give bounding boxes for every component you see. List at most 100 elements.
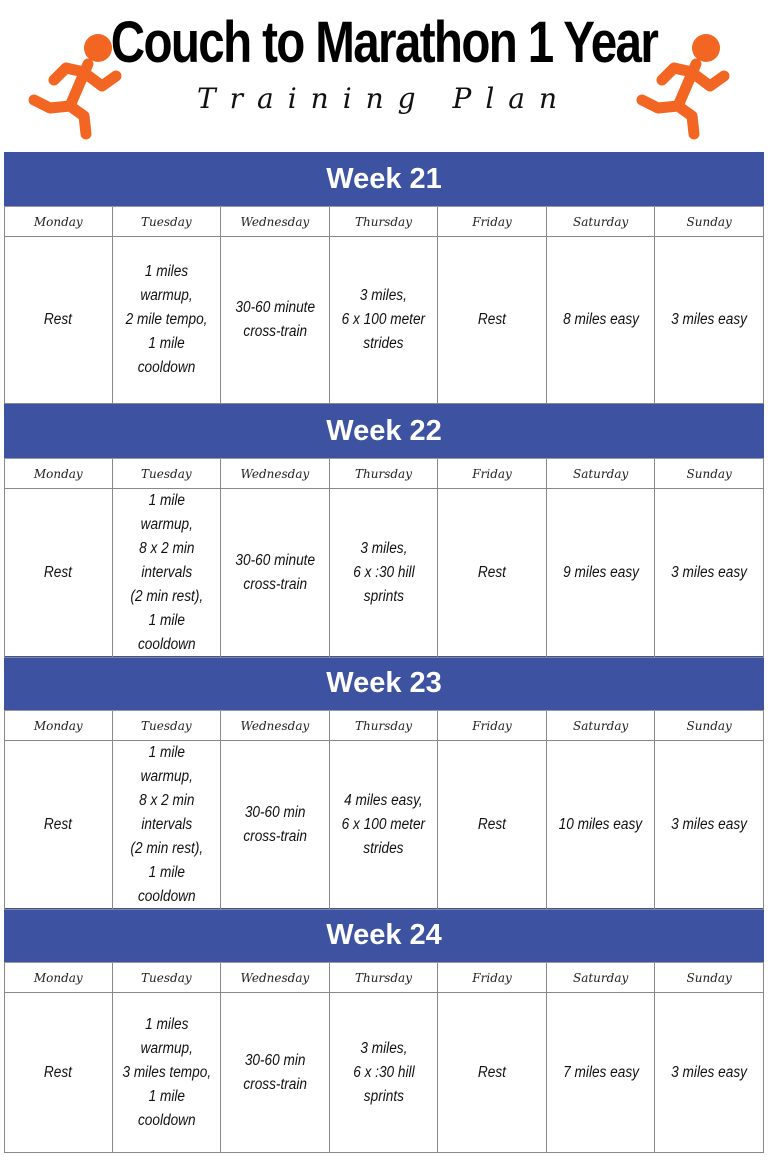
runner-icon bbox=[28, 34, 122, 140]
workout-text: Rest bbox=[478, 311, 507, 328]
workout-cell: Rest bbox=[438, 741, 547, 910]
workout-text: 3 miles, 6 x 100 meter strides bbox=[341, 287, 426, 352]
day-label: Friday bbox=[438, 963, 547, 993]
workout-text: Rest bbox=[44, 311, 73, 328]
day-label: Tuesday bbox=[112, 963, 222, 993]
day-label: Saturday bbox=[546, 963, 656, 993]
day-label: Wednesday bbox=[221, 459, 330, 489]
workout-cell: 1 mile warmup, 8 x 2 min intervals (2 mi… bbox=[112, 489, 222, 658]
day-label: Saturday bbox=[546, 711, 656, 741]
workout-cell: Rest bbox=[4, 741, 113, 910]
workout-cell: Rest bbox=[4, 993, 113, 1153]
week-block: Week 23 Monday Tuesday Wednesday Thursday Fri… bbox=[4, 656, 764, 910]
runner-icon bbox=[636, 34, 730, 140]
day-label: Wednesday bbox=[221, 207, 330, 237]
week-header: Week 23 bbox=[4, 656, 764, 711]
workout-cell: Rest bbox=[438, 993, 547, 1153]
workout-row: Rest 1 miles warmup, 3 miles tempo, 1 mil… bbox=[4, 993, 764, 1153]
workout-cell: Rest bbox=[4, 489, 113, 658]
day-label: Wednesday bbox=[221, 963, 330, 993]
day-label: Friday bbox=[438, 459, 547, 489]
week-header: Week 24 bbox=[4, 908, 764, 963]
day-label: Monday bbox=[4, 711, 113, 741]
workout-cell: 30-60 min cross-train bbox=[221, 741, 330, 910]
workout-text: 3 miles easy bbox=[671, 311, 748, 328]
week-block: Week 24 Monday Tuesday Wednesday Thursday Fri… bbox=[4, 908, 764, 1160]
workout-text: Rest bbox=[478, 1063, 507, 1081]
workout-text: 1 miles warmup, 2 mile tempo, 1 mile coo… bbox=[125, 263, 208, 376]
workout-cell: 3 miles, 6 x 100 meter strides bbox=[329, 237, 439, 404]
week-block: Week 22 Monday Tuesday Wednesday Thursday Fri… bbox=[4, 404, 764, 658]
workout-text: 30-60 min cross-train bbox=[243, 1051, 307, 1093]
workout-text: 1 miles warmup, 3 miles tempo, 1 mile co… bbox=[122, 1015, 211, 1129]
workout-row: Rest 1 mile warmup, 8 x 2 min intervals (… bbox=[4, 489, 764, 658]
day-label: Sunday bbox=[655, 207, 764, 237]
day-label: Thursday bbox=[329, 459, 439, 489]
day-label: Sunday bbox=[655, 963, 764, 993]
workout-cell: Rest bbox=[438, 489, 547, 658]
workout-text: Rest bbox=[478, 816, 507, 833]
workout-row: Rest 1 mile warmup, 8 x 2 min intervals (… bbox=[4, 741, 764, 910]
day-label: Thursday bbox=[329, 963, 439, 993]
workout-cell: 8 miles easy bbox=[546, 237, 656, 404]
workout-cell: 4 miles easy, 6 x 100 meter strides bbox=[329, 741, 439, 910]
day-label: Thursday bbox=[329, 207, 439, 237]
workout-cell: 7 miles easy bbox=[546, 993, 656, 1153]
workout-cell: 30-60 minute cross-train bbox=[221, 237, 330, 404]
week-block: Week 21 Monday Tuesday Wednesday Thursday Fri… bbox=[4, 152, 764, 404]
day-header-row: Monday Tuesday Wednesday Thursday Friday Satu… bbox=[4, 711, 764, 741]
workout-cell: 1 mile warmup, 8 x 2 min intervals (2 mi… bbox=[112, 741, 222, 910]
workout-cell: 3 miles, 6 x :30 hill sprints bbox=[329, 489, 439, 658]
day-label: Monday bbox=[4, 963, 113, 993]
workout-text: 9 miles easy bbox=[562, 564, 639, 581]
workout-text: 3 miles easy bbox=[671, 1063, 748, 1081]
workout-cell: 3 miles easy bbox=[655, 993, 764, 1153]
workout-row: Rest 1 miles warmup, 2 mile tempo, 1 mile… bbox=[4, 237, 764, 404]
workout-cell: 1 miles warmup, 3 miles tempo, 1 mile co… bbox=[112, 993, 222, 1153]
workout-cell: Rest bbox=[438, 237, 547, 404]
workout-text: Rest bbox=[44, 1063, 73, 1081]
day-label: Monday bbox=[4, 207, 113, 237]
workout-cell: 3 miles easy bbox=[655, 489, 764, 658]
workout-text: 30-60 min cross-train bbox=[243, 804, 307, 845]
workout-text: Rest bbox=[44, 816, 73, 833]
day-header-row: Monday Tuesday Wednesday Thursday Friday Satu… bbox=[4, 459, 764, 489]
day-label: Friday bbox=[438, 711, 547, 741]
day-label: Monday bbox=[4, 459, 113, 489]
day-label: Thursday bbox=[329, 711, 439, 741]
day-label: Sunday bbox=[655, 711, 764, 741]
day-label: Wednesday bbox=[221, 711, 330, 741]
training-plan-table: Week 21 Monday Tuesday Wednesday Thursday Fri… bbox=[4, 152, 764, 1160]
workout-text: 7 miles easy bbox=[562, 1063, 639, 1081]
workout-text: 3 miles, 6 x :30 hill sprints bbox=[352, 1039, 415, 1105]
workout-cell: 30-60 minute cross-train bbox=[221, 489, 330, 658]
workout-text: 4 miles easy, 6 x 100 meter strides bbox=[341, 792, 426, 857]
workout-cell: 3 miles, 6 x :30 hill sprints bbox=[329, 993, 439, 1153]
day-header-row: Monday Tuesday Wednesday Thursday Friday Satu… bbox=[4, 963, 764, 993]
workout-text: 30-60 minute cross-train bbox=[235, 552, 315, 593]
workout-cell: 30-60 min cross-train bbox=[221, 993, 330, 1153]
day-label: Sunday bbox=[655, 459, 764, 489]
workout-cell: 10 miles easy bbox=[546, 741, 656, 910]
week-header: Week 22 bbox=[4, 404, 764, 459]
workout-text: 3 miles easy bbox=[671, 564, 748, 581]
page-subtitle: Training Plan bbox=[196, 82, 572, 115]
day-header-row: Monday Tuesday Wednesday Thursday Friday Satu… bbox=[4, 207, 764, 237]
workout-text: 1 mile warmup, 8 x 2 min intervals (2 mi… bbox=[129, 744, 203, 905]
workout-text: 30-60 minute cross-train bbox=[235, 299, 315, 340]
day-label: Friday bbox=[438, 207, 547, 237]
workout-text: 1 mile warmup, 8 x 2 min intervals (2 mi… bbox=[129, 492, 203, 653]
workout-cell: 1 miles warmup, 2 mile tempo, 1 mile coo… bbox=[112, 237, 222, 404]
day-label: Tuesday bbox=[112, 711, 222, 741]
workout-cell: 3 miles easy bbox=[655, 741, 764, 910]
workout-text: 3 miles easy bbox=[671, 816, 748, 833]
day-label: Tuesday bbox=[112, 459, 222, 489]
workout-text: 10 miles easy bbox=[558, 816, 643, 833]
page-title: Couch to Marathon 1 Year bbox=[110, 10, 659, 75]
workout-text: 3 miles, 6 x :30 hill sprints bbox=[352, 540, 415, 605]
day-label: Saturday bbox=[546, 459, 656, 489]
workout-text: 8 miles easy bbox=[562, 311, 639, 328]
workout-text: Rest bbox=[44, 564, 73, 581]
workout-cell: 9 miles easy bbox=[546, 489, 656, 658]
day-label: Tuesday bbox=[112, 207, 222, 237]
